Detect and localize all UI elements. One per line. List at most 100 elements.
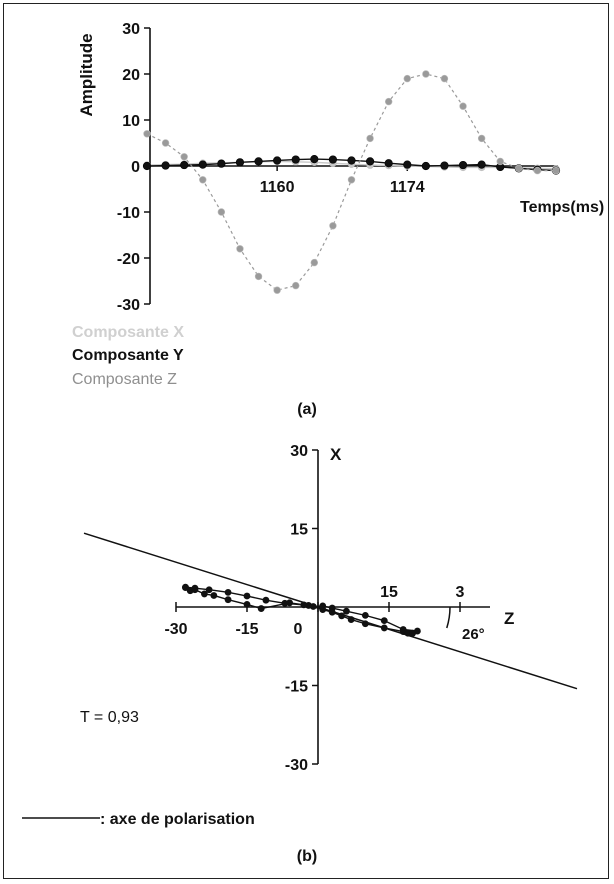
a-y-tick-label: 30 [122, 21, 140, 38]
point-composante-z [496, 157, 504, 166]
b-ticks: -30 -15 0 15 3 30 15 -15 -30 [164, 443, 464, 774]
a-y-tick-label: -10 [117, 205, 140, 222]
hodogram-point [361, 620, 369, 628]
panel-a-label: (a) [297, 401, 317, 418]
point-composante-z [477, 134, 486, 143]
hodogram-point [380, 617, 388, 625]
point-composante-y [403, 160, 412, 169]
a-y-tick-label: -30 [117, 297, 140, 314]
a-x-axis-label: Temps(ms) [520, 199, 604, 216]
point-composante-z [533, 166, 542, 175]
panel-b-hodogram: -30 -15 0 15 3 30 15 -15 -30 X Z 26° T = 0,93 : … [22, 443, 578, 865]
point-composante-z [143, 130, 151, 138]
point-composante-z [254, 272, 263, 281]
point-composante-y [310, 155, 319, 164]
point-composante-y [347, 156, 356, 165]
b-z-axis-label: Z [504, 609, 514, 628]
point-composante-z [273, 286, 281, 294]
hodogram-point [399, 626, 407, 633]
angle-label: 26° [462, 626, 485, 643]
a-x-ticks: 1160 1174 [260, 166, 425, 196]
point-composante-y [198, 160, 207, 169]
figure-frame [3, 3, 609, 879]
b-x-tick-label: 0 [294, 621, 303, 638]
angle-arc [446, 606, 451, 629]
hodogram-point [404, 629, 412, 637]
point-composante-z [366, 134, 374, 143]
hodogram-point [380, 624, 388, 632]
point-composante-z [347, 176, 356, 184]
hodogram-points [182, 583, 421, 637]
hodogram-point [243, 600, 251, 608]
hodogram-point [414, 627, 421, 635]
hodogram-point [205, 586, 213, 594]
point-composante-y [142, 161, 152, 171]
point-composante-y [477, 160, 486, 169]
point-composante-z [384, 97, 393, 106]
hodogram-point [338, 612, 346, 620]
a-y-tick-label: -20 [117, 251, 140, 268]
hodogram-point [191, 584, 199, 592]
point-composante-y [328, 155, 338, 164]
hodogram-point [328, 604, 336, 612]
point-composante-y [235, 158, 245, 167]
hodogram-point [201, 590, 208, 598]
hodogram-point [319, 602, 327, 610]
hodogram-point [361, 611, 369, 619]
point-composante-y [161, 161, 170, 170]
point-composante-y [458, 160, 468, 170]
a-series-group [142, 70, 561, 294]
series-line-composante-z [146, 73, 556, 291]
a-y-tick-label: 0 [131, 159, 140, 176]
a-y-ticks: 30 20 10 0 -10 -20 -30 [117, 21, 150, 314]
hodogram-point [343, 607, 350, 615]
point-composante-y [421, 161, 430, 171]
point-composante-z [552, 166, 560, 175]
hodogram-point [182, 583, 189, 591]
point-composante-z [422, 70, 430, 78]
point-composante-z [180, 153, 188, 161]
point-composante-z [217, 208, 226, 216]
point-composante-z [329, 222, 337, 230]
point-composante-z [403, 74, 411, 83]
b-y-tick-label: 30 [290, 443, 308, 460]
a-x-tick-label: 1174 [390, 179, 425, 196]
hodogram-point [210, 592, 218, 599]
hodogram-point [257, 605, 265, 612]
point-composante-y [291, 155, 300, 164]
a-y-tick-label: 10 [122, 113, 140, 130]
point-composante-z [440, 74, 449, 83]
b-y-tick-label: 15 [290, 522, 308, 539]
point-composante-z [292, 281, 300, 290]
legend-composante-y: Composante Y [72, 347, 184, 364]
point-composante-y [384, 159, 393, 168]
hodogram-point [300, 601, 308, 609]
b-x-tick-label: -30 [164, 621, 187, 638]
a-x-tick-label: 1160 [260, 179, 295, 196]
a-y-tick-label: 20 [122, 67, 140, 84]
hodogram-point [281, 599, 289, 607]
b-x-axis-label: X [330, 445, 342, 464]
point-composante-y [365, 157, 375, 166]
point-composante-z [161, 139, 170, 147]
hodogram-point [224, 596, 232, 604]
point-composante-y [217, 159, 226, 168]
legend-composante-x: Composante X [72, 324, 184, 341]
hodogram-point [224, 588, 232, 596]
point-composante-y [254, 157, 263, 166]
panel-b-label: (b) [297, 848, 317, 865]
hodogram-point [347, 616, 355, 623]
legend-polarization-axis: : axe de polarisation [100, 811, 255, 828]
b-x-tick-label: 15 [380, 584, 398, 601]
point-composante-z [459, 102, 467, 110]
panel-a-waveform-chart: 30 20 10 0 -10 -20 -30 1160 1174 Amplitude Temp… [72, 21, 604, 418]
hodogram-point [262, 596, 270, 604]
point-composante-z [515, 164, 523, 173]
hodogram-point [243, 592, 251, 600]
point-composante-y [273, 156, 282, 165]
point-composante-y [440, 161, 449, 170]
legend-composante-z: Composante Z [72, 371, 177, 388]
a-y-axis-label: Amplitude [77, 33, 96, 116]
t-value-annotation: T = 0,93 [80, 709, 139, 726]
